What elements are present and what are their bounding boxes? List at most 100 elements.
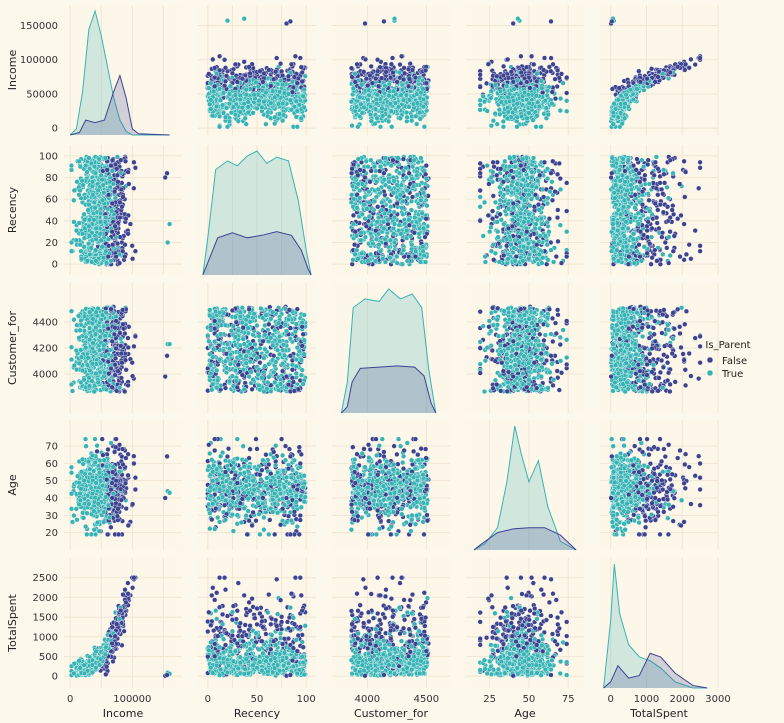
- data-point: [129, 243, 135, 249]
- data-point: [361, 104, 367, 111]
- data-point: [229, 70, 236, 76]
- data-point: [357, 195, 363, 201]
- data-point: [130, 256, 136, 262]
- data-point: [352, 242, 358, 248]
- data-point: [80, 182, 86, 188]
- data-point: [278, 77, 284, 84]
- panel-Income-vs-TotalSpent: [600, 5, 719, 135]
- data-point: [525, 92, 532, 98]
- data-point: [350, 221, 357, 227]
- data-point: [375, 186, 381, 193]
- data-point: [122, 158, 129, 164]
- data-point: [411, 157, 417, 163]
- data-point: [413, 113, 419, 119]
- data-point: [518, 53, 524, 59]
- data-point: [292, 53, 299, 59]
- data-point: [357, 187, 363, 194]
- y-tick-label: 100: [39, 151, 58, 162]
- data-point: [539, 85, 545, 91]
- data-point: [71, 187, 77, 194]
- data-point: [355, 156, 361, 162]
- data-point: [354, 205, 360, 211]
- y-tick-label: 100000: [20, 55, 58, 66]
- data-point: [245, 99, 251, 105]
- data-point: [375, 57, 381, 63]
- data-point: [397, 115, 403, 121]
- data-point: [95, 187, 101, 194]
- data-point: [349, 192, 355, 198]
- data-point: [388, 204, 394, 210]
- data-point: [109, 200, 115, 207]
- data-point: [477, 187, 483, 194]
- data-point: [515, 16, 521, 22]
- data-point: [523, 64, 530, 70]
- data-point: [357, 94, 363, 100]
- data-point: [500, 118, 506, 125]
- data-point: [406, 222, 413, 228]
- data-point: [164, 170, 170, 176]
- data-point: [660, 71, 666, 77]
- data-point: [359, 250, 365, 256]
- data-point: [417, 116, 423, 122]
- data-point: [616, 85, 622, 91]
- data-point: [405, 66, 412, 72]
- data-point: [299, 69, 305, 76]
- data-point: [208, 80, 214, 86]
- data-point: [93, 236, 99, 242]
- data-point: [391, 209, 397, 215]
- data-point: [682, 61, 689, 67]
- data-point: [352, 251, 358, 258]
- data-point: [423, 176, 430, 182]
- data-point: [485, 61, 491, 67]
- data-point: [76, 192, 82, 198]
- data-point: [355, 256, 361, 262]
- data-point: [103, 248, 109, 254]
- data-point: [348, 199, 355, 206]
- data-point: [207, 101, 213, 107]
- data-point: [373, 75, 379, 82]
- data-point: [496, 106, 503, 113]
- data-point: [394, 79, 400, 85]
- data-point: [490, 118, 497, 124]
- data-point: [365, 97, 371, 103]
- data-point: [399, 261, 406, 267]
- data-point: [398, 231, 404, 237]
- data-point: [528, 53, 535, 59]
- data-point: [557, 222, 563, 228]
- data-point: [492, 199, 499, 206]
- data-point: [117, 215, 123, 221]
- data-point: [92, 205, 98, 211]
- data-point: [250, 110, 256, 116]
- data-point: [349, 170, 355, 176]
- data-point: [217, 86, 223, 92]
- data-point: [394, 200, 400, 207]
- data-point: [538, 124, 544, 130]
- data-point: [420, 244, 426, 250]
- data-point: [349, 166, 355, 172]
- data-point: [423, 171, 429, 177]
- data-point: [81, 217, 88, 223]
- data-point: [518, 69, 524, 76]
- data-point: [558, 71, 565, 77]
- data-point: [396, 69, 403, 76]
- data-point: [226, 91, 233, 97]
- panel-Recency-vs-Income: [64, 145, 182, 275]
- data-point: [404, 114, 410, 120]
- data-point: [379, 105, 385, 112]
- data-point: [391, 215, 398, 221]
- data-point: [404, 235, 410, 241]
- data-point: [235, 118, 241, 124]
- data-point: [372, 106, 379, 112]
- data-point: [692, 61, 698, 68]
- kde-line-false: [70, 73, 170, 136]
- data-point: [382, 236, 388, 242]
- data-point: [372, 198, 378, 204]
- data-point: [84, 169, 90, 175]
- data-point: [224, 18, 231, 24]
- data-point: [541, 55, 548, 61]
- data-point: [675, 64, 681, 70]
- data-point: [397, 61, 403, 68]
- data-point: [618, 110, 624, 116]
- data-point: [389, 55, 396, 61]
- data-point: [97, 219, 104, 225]
